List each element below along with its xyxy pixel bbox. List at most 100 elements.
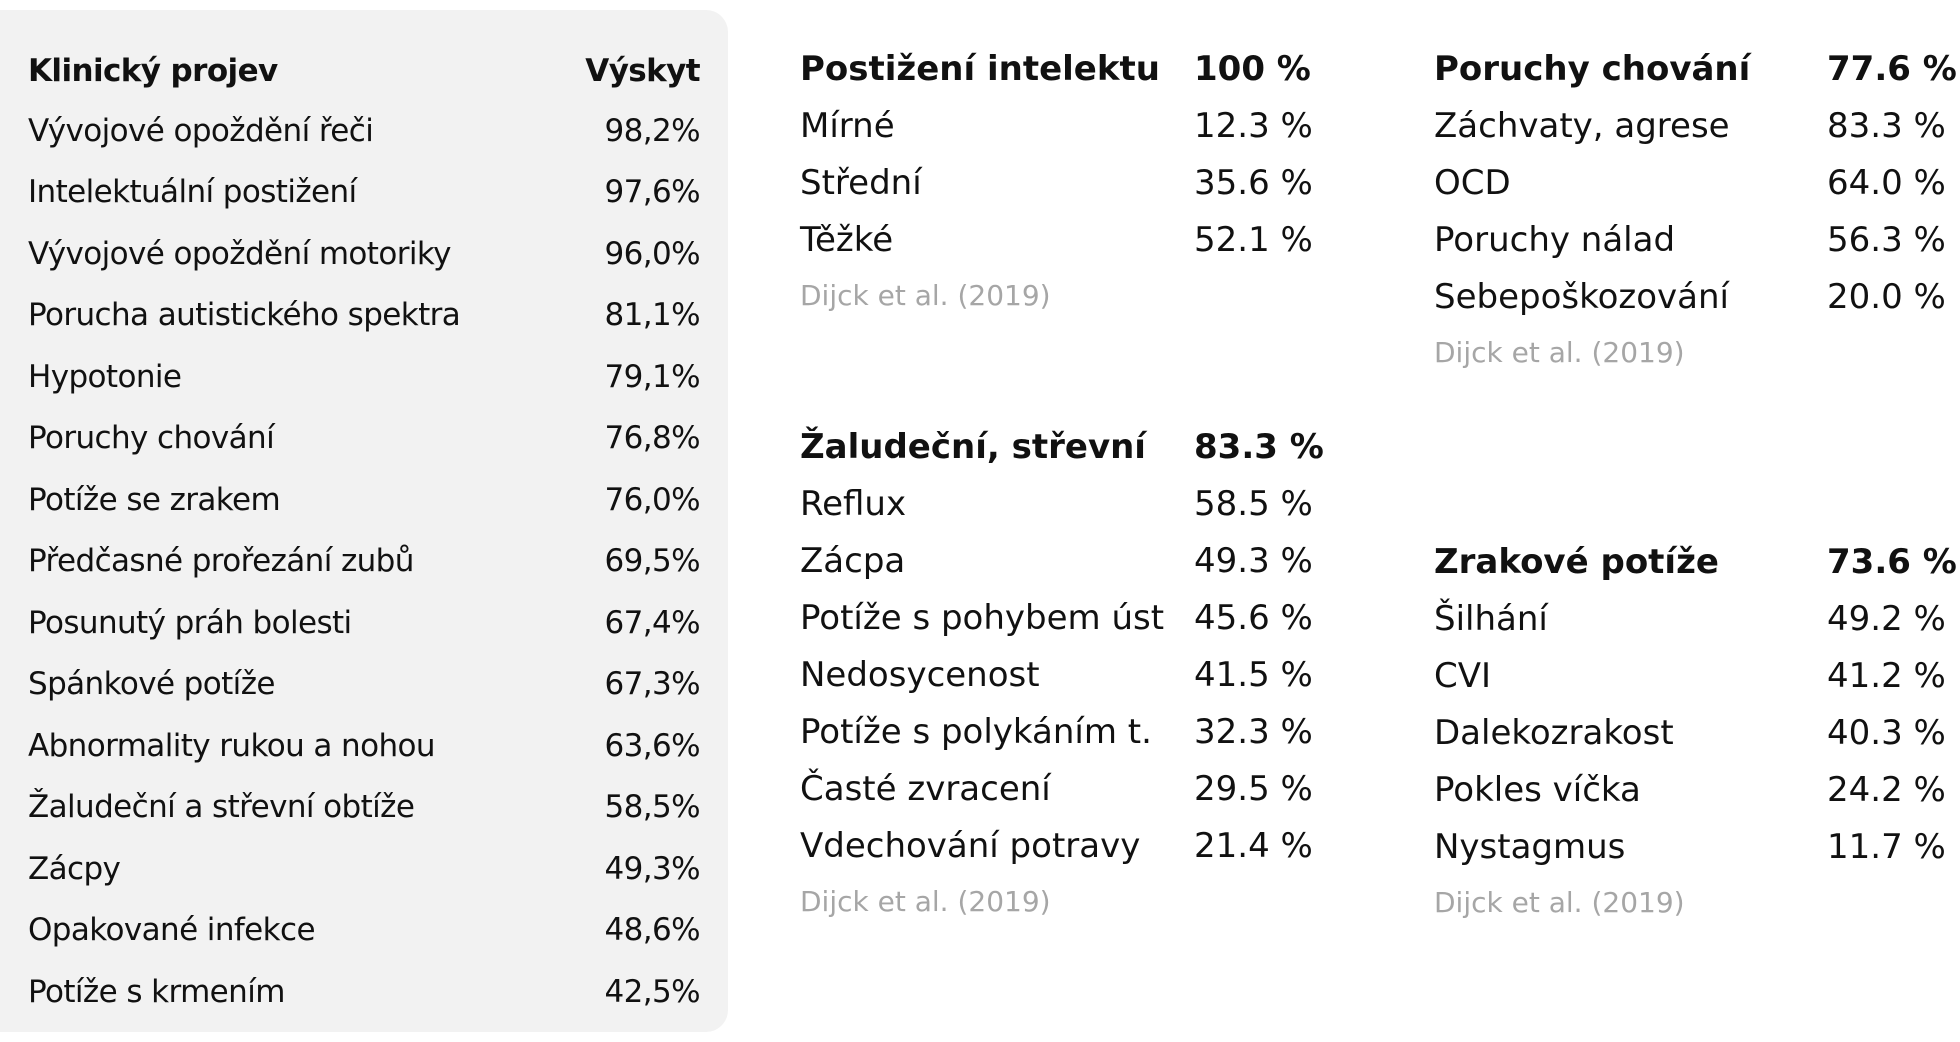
- overview-row-value: 81,1%: [604, 297, 701, 334]
- vision-row-label: Šilhání: [1434, 598, 1548, 639]
- gastro-row-value: 21.4 %: [1194, 825, 1313, 866]
- intellect-row: Střední 35.6 %: [800, 154, 1320, 211]
- gastro-row: Potíže s pohybem úst 45.6 %: [800, 589, 1320, 646]
- behavior-row-label: Poruchy nálad: [1434, 219, 1676, 260]
- clinical-overview-table: Klinický projev Výskyt Vývojové opoždění…: [0, 10, 728, 1032]
- behavior-header-label: Poruchy chování: [1434, 48, 1751, 89]
- intellect-source: Dijck et al. (2019): [800, 278, 1051, 312]
- overview-row-value: 76,8%: [604, 420, 701, 457]
- gastro-row-label: Potíže s pohybem úst: [800, 597, 1165, 638]
- intellect-row-label: Střední: [800, 162, 922, 203]
- gastro-source: Dijck et al. (2019): [800, 884, 1051, 918]
- overview-row-label: Potíže s krmením: [28, 973, 285, 1010]
- overview-row-value: 63,6%: [604, 727, 701, 764]
- behavior-header-row: Poruchy chování 77.6 %: [1434, 40, 1957, 97]
- vision-row-label: Pokles víčka: [1434, 769, 1641, 810]
- vision-header-value: 73.6 %: [1827, 541, 1957, 582]
- vision-row-label: Nystagmus: [1434, 826, 1626, 867]
- intellect-header-label: Postižení intelektu: [800, 48, 1160, 89]
- vision-row: CVI 41.2 %: [1434, 647, 1946, 704]
- intellect-row-value: 12.3 %: [1194, 105, 1313, 146]
- behavior-row-label: OCD: [1434, 162, 1511, 203]
- gastro-row-value: 45.6 %: [1194, 597, 1313, 638]
- overview-row-label: Vývojové opoždění motoriky: [28, 235, 451, 272]
- overview-row-label: Předčasné prořezání zubů: [28, 543, 414, 580]
- vision-header-row: Zrakové potíže 73.6 %: [1434, 533, 1957, 590]
- intellect-row-label: Mírné: [800, 105, 895, 146]
- intellect-row-value: 35.6 %: [1194, 162, 1313, 203]
- gastro-row-label: Nedosycenost: [800, 654, 1040, 695]
- intellect-row-label: Těžké: [800, 219, 894, 260]
- gastro-header-row: Žaludeční, střevní 83.3 %: [800, 418, 1324, 475]
- overview-row-value: 48,6%: [604, 912, 701, 949]
- overview-row-value: 79,1%: [604, 358, 701, 395]
- gastro-section: Žaludeční, střevní 83.3 % Reflux 58.5 % Z…: [800, 418, 1324, 928]
- overview-row: Potíže s krmením 42,5%: [28, 961, 701, 1023]
- gastro-row-value: 41.5 %: [1194, 654, 1313, 695]
- gastro-row-value: 29.5 %: [1194, 768, 1313, 809]
- overview-row: Intelektuální postižení 97,6%: [28, 162, 701, 224]
- overview-header-label: Klinický projev: [28, 53, 278, 89]
- behavior-section: Poruchy chování 77.6 % Záchvaty, agrese 8…: [1434, 40, 1957, 379]
- overview-row: Vývojové opoždění řeči 98,2%: [28, 100, 701, 162]
- vision-row: Šilhání 49.2 %: [1434, 590, 1946, 647]
- behavior-row: Poruchy nálad 56.3 %: [1434, 211, 1946, 268]
- behavior-row: Sebepoškozování 20.0 %: [1434, 268, 1946, 325]
- vision-row-label: Dalekozrakost: [1434, 712, 1674, 753]
- gastro-row: Zácpa 49.3 %: [800, 532, 1320, 589]
- overview-row-label: Spánkové potíže: [28, 666, 275, 703]
- gastro-row-label: Zácpa: [800, 540, 906, 581]
- behavior-row-label: Sebepoškozování: [1434, 276, 1729, 317]
- gastro-row-label: Časté zvracení: [800, 768, 1051, 809]
- intellect-row-value: 52.1 %: [1194, 219, 1313, 260]
- overview-row-value: 58,5%: [604, 789, 701, 826]
- vision-source: Dijck et al. (2019): [1434, 885, 1685, 919]
- overview-row-label: Intelektuální postižení: [28, 174, 357, 211]
- gastro-row-label: Reflux: [800, 483, 907, 524]
- gastro-header-value: 83.3 %: [1194, 426, 1324, 467]
- overview-row-value: 69,5%: [604, 543, 701, 580]
- overview-row-value: 67,3%: [604, 666, 701, 703]
- vision-row: Pokles víčka 24.2 %: [1434, 761, 1946, 818]
- overview-row-label: Vývojové opoždění řeči: [28, 112, 374, 149]
- overview-row-label: Abnormality rukou a nohou: [28, 727, 436, 764]
- behavior-row: Záchvaty, agrese 83.3 %: [1434, 97, 1946, 154]
- behavior-header-value: 77.6 %: [1827, 48, 1957, 89]
- gastro-row: Potíže s polykáním t. 32.3 %: [800, 703, 1320, 760]
- gastro-row: Časté zvracení 29.5 %: [800, 760, 1320, 817]
- gastro-row: Reflux 58.5 %: [800, 475, 1320, 532]
- overview-row-label: Žaludeční a střevní obtíže: [28, 789, 415, 826]
- vision-row-label: CVI: [1434, 655, 1492, 696]
- overview-row-value: 98,2%: [604, 112, 701, 149]
- vision-row: Nystagmus 11.7 %: [1434, 818, 1946, 875]
- vision-section: Zrakové potíže 73.6 % Šilhání 49.2 % CVI 4…: [1434, 533, 1957, 929]
- intellect-row: Těžké 52.1 %: [800, 211, 1320, 268]
- overview-row: Spánkové potíže 67,3%: [28, 654, 701, 716]
- overview-row: Hypotonie 79,1%: [28, 346, 701, 408]
- gastro-row-value: 32.3 %: [1194, 711, 1313, 752]
- overview-row-label: Opakované infekce: [28, 912, 316, 949]
- gastro-row: Nedosycenost 41.5 %: [800, 646, 1320, 703]
- gastro-row-value: 58.5 %: [1194, 483, 1313, 524]
- gastro-header-label: Žaludeční, střevní: [800, 426, 1146, 467]
- gastro-row-label: Vdechování potravy: [800, 825, 1141, 866]
- overview-row-label: Potíže se zrakem: [28, 481, 281, 518]
- overview-row-label: Poruchy chování: [28, 420, 275, 457]
- overview-row-label: Hypotonie: [28, 358, 182, 395]
- overview-row-value: 97,6%: [604, 174, 701, 211]
- overview-row-value: 49,3%: [604, 850, 701, 887]
- vision-row-value: 11.7 %: [1827, 826, 1946, 867]
- behavior-row-value: 56.3 %: [1827, 219, 1946, 260]
- gastro-row-label: Potíže s polykáním t.: [800, 711, 1152, 752]
- overview-row-label: Zácpy: [28, 850, 121, 887]
- intellect-section: Postižení intelektu 100 % Mírné 12.3 % St…: [800, 40, 1320, 322]
- overview-header-row: Klinický projev Výskyt: [28, 42, 701, 100]
- overview-row: Opakované infekce 48,6%: [28, 900, 701, 962]
- overview-row-label: Posunutý práh bolesti: [28, 604, 352, 641]
- overview-row-value: 96,0%: [604, 235, 701, 272]
- overview-row: Zácpy 49,3%: [28, 838, 701, 900]
- overview-row: Poruchy chování 76,8%: [28, 408, 701, 470]
- intellect-row: Mírné 12.3 %: [800, 97, 1320, 154]
- behavior-source: Dijck et al. (2019): [1434, 335, 1685, 369]
- behavior-row: OCD 64.0 %: [1434, 154, 1946, 211]
